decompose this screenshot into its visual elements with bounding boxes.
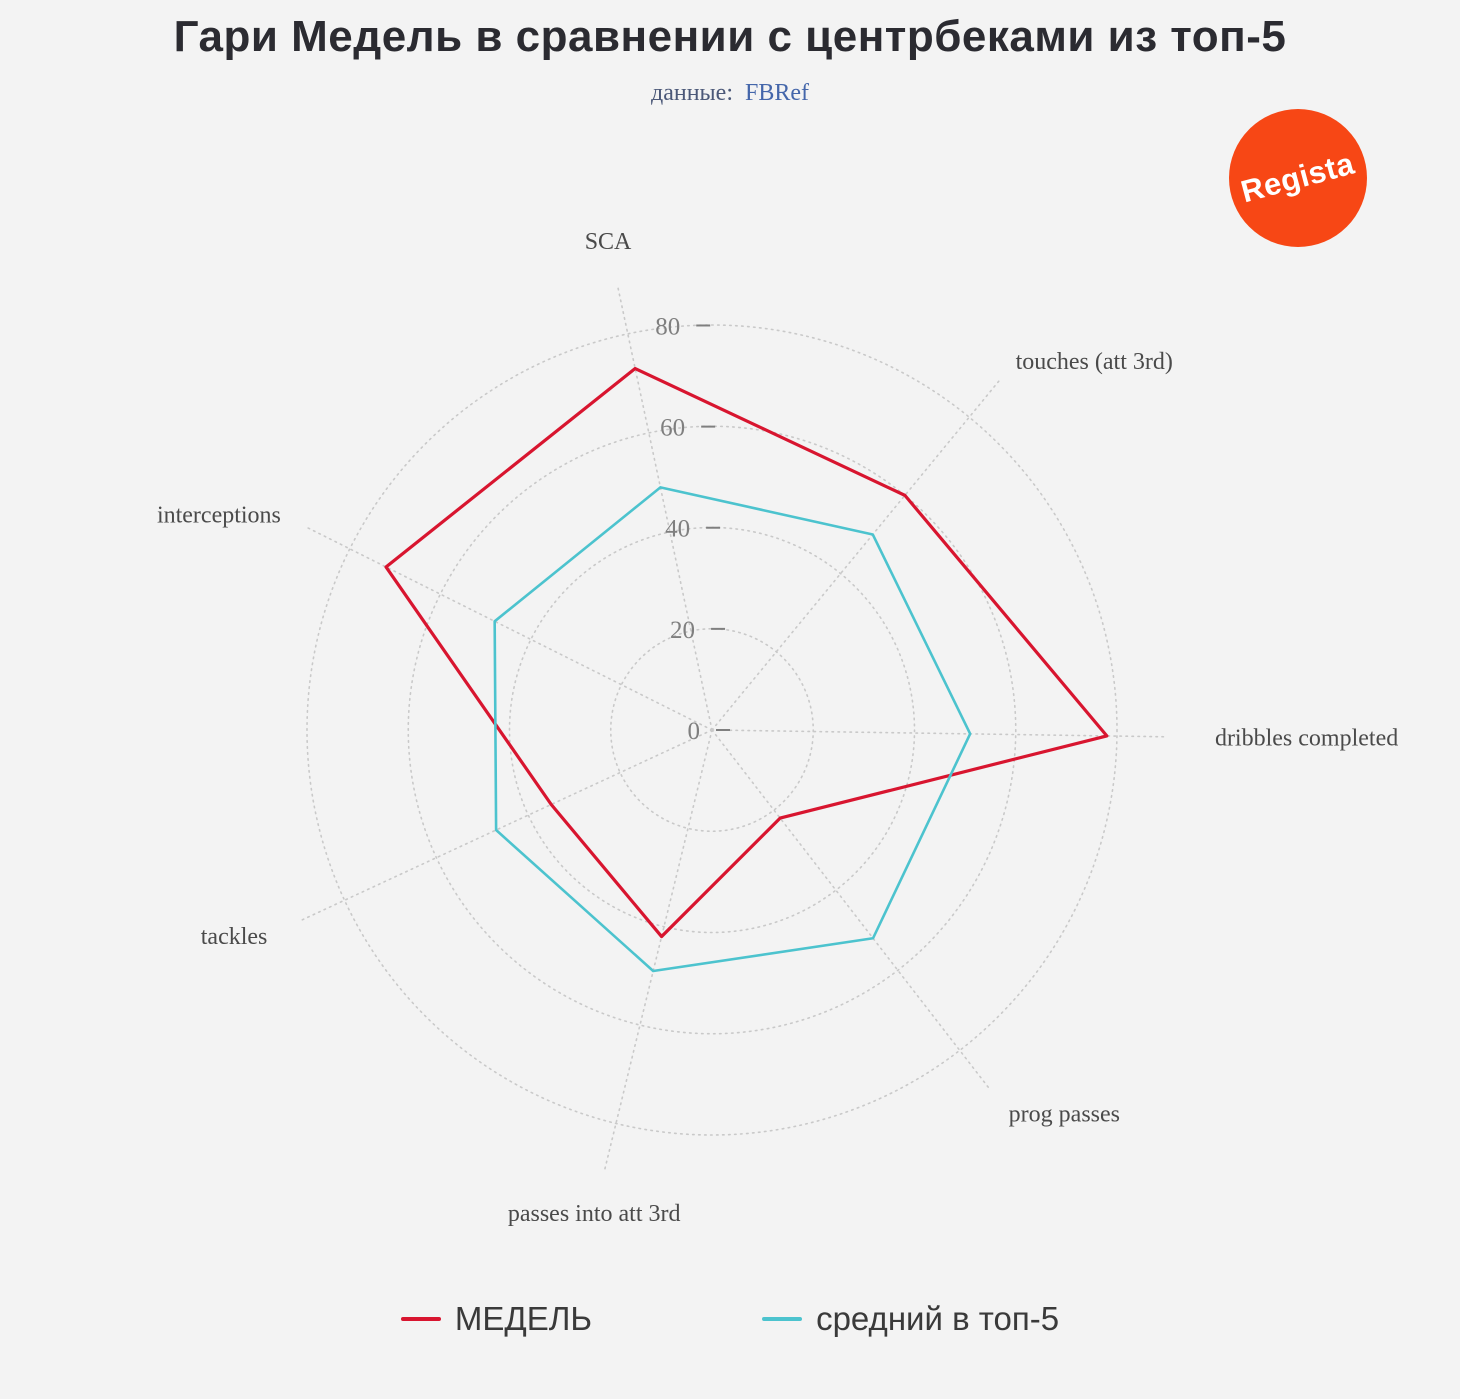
- axis-label-passes-into-att-3rd: passes into att 3rd: [508, 1201, 681, 1227]
- regista-badge: Regista: [1229, 109, 1367, 247]
- axis-label-interceptions: interceptions: [157, 502, 281, 528]
- legend-item-average[interactable]: средний в топ-5: [762, 1300, 1059, 1338]
- series-line-0: [384, 366, 1109, 939]
- legend: МЕДЕЛЬ средний в топ-5: [0, 1300, 1460, 1338]
- axis-spoke-5: [299, 729, 713, 922]
- axis-label-sca: SCA: [585, 229, 632, 255]
- axis-label-prog-passes: prog passes: [1009, 1102, 1120, 1128]
- axis-label-touches-att-3rd-: touches (att 3rd): [1016, 349, 1173, 375]
- grid-circle-80: [306, 324, 1118, 1136]
- legend-label-medel: МЕДЕЛЬ: [454, 1300, 593, 1337]
- radial-tick-label-0: 0: [688, 718, 701, 745]
- grid-circle-20: [609, 627, 815, 833]
- radial-tick-label-40: 40: [665, 516, 690, 543]
- legend-swatch-medel: [400, 1317, 441, 1321]
- legend-swatch-average: [762, 1317, 803, 1321]
- axis-label-dribbles-completed: dribbles completed: [1215, 726, 1398, 752]
- legend-label-average: средний в топ-5: [816, 1300, 1060, 1337]
- axis-spoke-1: [711, 378, 1001, 731]
- axis-spoke-4: [603, 729, 713, 1172]
- legend-item-medel[interactable]: МЕДЕЛЬ: [400, 1300, 593, 1338]
- subtitle-label: данные:: [650, 80, 733, 106]
- axis-label-tackles: tackles: [201, 924, 268, 950]
- radial-tick-label-80: 80: [655, 313, 680, 340]
- axis-spoke-0: [616, 285, 713, 731]
- subtitle-source-link[interactable]: FBRef: [744, 80, 809, 106]
- series-line-1: [493, 486, 972, 973]
- radial-tick-label-60: 60: [660, 415, 685, 442]
- axis-spoke-2: [711, 729, 1167, 738]
- chart-subtitle: данные: FBRef: [0, 80, 1460, 107]
- axis-spoke-6: [305, 526, 713, 731]
- chart-title: Гари Медель в сравнении с центрбеками из…: [173, 12, 1287, 61]
- axis-spoke-3: [711, 729, 991, 1090]
- grid-circle-60: [407, 425, 1017, 1035]
- radial-tick-label-20: 20: [670, 617, 695, 644]
